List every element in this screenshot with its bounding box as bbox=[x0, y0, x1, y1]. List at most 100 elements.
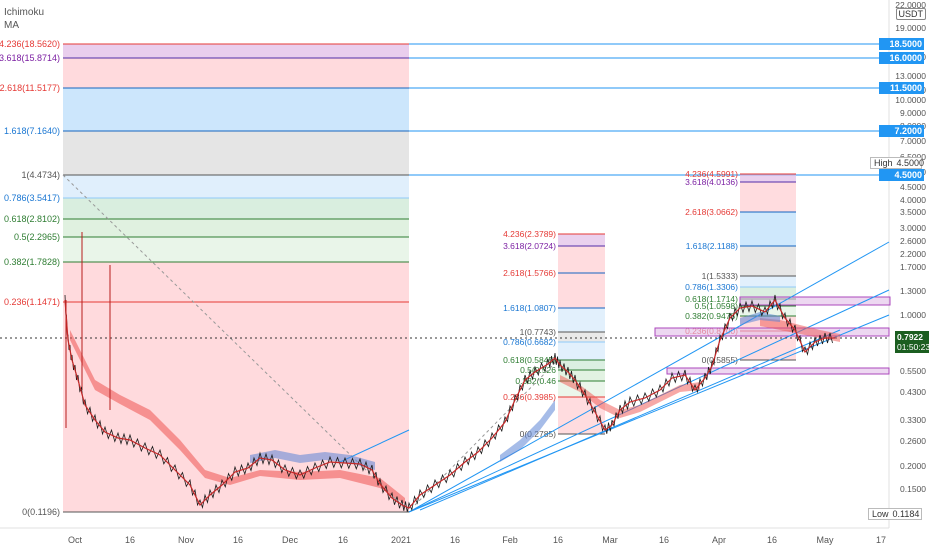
fib-level-label: 1(4.4734) bbox=[21, 170, 60, 180]
fib-level-label: 2.618(3.0662) bbox=[685, 207, 738, 217]
price-axis-label: 0.5500 bbox=[900, 366, 926, 376]
current-price-value: 0.7922 bbox=[897, 332, 923, 342]
time-axis-label: Nov bbox=[178, 535, 195, 545]
price-axis-label: 0.4300 bbox=[900, 387, 926, 397]
fib-level-label: 0(0.1196) bbox=[22, 507, 60, 517]
price-axis-label: 13.0000 bbox=[895, 71, 926, 81]
fib-level-label: 0.786(0.6682) bbox=[503, 337, 556, 347]
candle-countdown: 01:50:23 bbox=[897, 342, 931, 352]
ichimoku-cloud-bearish bbox=[560, 375, 700, 418]
fib-level-label: 4.236(4.5991) bbox=[685, 169, 738, 179]
fib-level-label: 0.236(1.1471) bbox=[4, 297, 60, 307]
time-axis-label: May bbox=[816, 535, 834, 545]
fib-level-label: 0.5(1.0598) bbox=[695, 301, 739, 311]
fib-zone bbox=[63, 88, 409, 131]
fib-zone bbox=[63, 131, 409, 175]
fib-zone bbox=[740, 276, 796, 287]
fib-zone bbox=[558, 234, 605, 246]
price-axis-label: 7.0000 bbox=[900, 136, 926, 146]
fib-level-label: 0(0.2785) bbox=[520, 429, 557, 439]
support-zone bbox=[666, 367, 890, 375]
trendline-support bbox=[419, 329, 841, 511]
fib-zone bbox=[558, 332, 605, 342]
resistance-zone bbox=[739, 296, 891, 306]
time-axis-label: 17 bbox=[876, 535, 886, 545]
fib-level-label: 0.786(1.3306) bbox=[685, 282, 738, 292]
fib-level-label: 0.382(1.7828) bbox=[4, 257, 60, 267]
price-axis-label: 10.0000 bbox=[895, 95, 926, 105]
fib-level-label: 0.618(1.1714) bbox=[685, 294, 738, 304]
fib-level-label: 0.382(0.46 bbox=[515, 376, 556, 386]
time-axis-label: 16 bbox=[125, 535, 135, 545]
fib-zone bbox=[558, 308, 605, 332]
price-level-tag: 18.5000 bbox=[879, 38, 924, 50]
fib-zone bbox=[63, 44, 409, 58]
price-axis-label: 1.3000 bbox=[900, 286, 926, 296]
indicator-legend[interactable]: Ichimoku MA bbox=[4, 6, 44, 32]
fib-zone bbox=[63, 58, 409, 88]
fib-level-label: 0.5(2.2965) bbox=[14, 232, 60, 242]
fib-zone bbox=[558, 360, 605, 370]
price-level-tag: 11.5000 bbox=[879, 82, 924, 94]
fib-zone bbox=[63, 198, 409, 219]
fib-level-label: 1(0.7743) bbox=[520, 327, 557, 337]
time-axis-label: 16 bbox=[233, 535, 243, 545]
fib-level-label: 3.618(2.0724) bbox=[503, 241, 556, 251]
fib-level-label: 0(0.5855) bbox=[702, 355, 739, 365]
price-axis-label: 0.1500 bbox=[900, 484, 926, 494]
price-axis-label: 1.7000 bbox=[900, 262, 926, 272]
ichimoku-legend-item[interactable]: Ichimoku bbox=[4, 7, 45, 18]
fib-level-label: 0.382(0.9478) bbox=[685, 311, 738, 321]
ichimoku-cloud-bullish bbox=[500, 400, 555, 462]
ichimoku-cloud-bullish bbox=[740, 312, 780, 325]
time-axis-label: Mar bbox=[602, 535, 618, 545]
fib-zone bbox=[63, 237, 409, 262]
price-axis-label: 9.0000 bbox=[900, 108, 926, 118]
fib-zone bbox=[740, 174, 796, 182]
time-axis-label: Apr bbox=[712, 535, 726, 545]
fib-zone bbox=[740, 212, 796, 246]
moving-average-line bbox=[64, 298, 835, 509]
fib-level-label: 4.236(2.3789) bbox=[503, 229, 556, 239]
fib-zone bbox=[63, 175, 409, 198]
fib-zone bbox=[63, 262, 409, 302]
price-level-tag: 16.0000 bbox=[879, 52, 924, 64]
fib-level-label: 4.236(18.5620) bbox=[0, 39, 60, 49]
fib-zone bbox=[558, 246, 605, 273]
price-axis-label: 0.2600 bbox=[900, 436, 926, 446]
fib-zone bbox=[558, 370, 605, 381]
time-axis-label: 16 bbox=[659, 535, 669, 545]
fib-level-label: 1.618(7.1640) bbox=[4, 126, 60, 136]
currency-badge[interactable]: USDT bbox=[895, 8, 926, 20]
price-axis-label: 4.5000 bbox=[900, 182, 926, 192]
fib-zone bbox=[740, 287, 796, 299]
price-level-tag: 4.5000 bbox=[879, 169, 924, 181]
guide-dashed-line bbox=[414, 359, 559, 506]
ma-legend-item[interactable]: MA bbox=[4, 20, 19, 31]
high-label: High 4.5000 bbox=[870, 157, 924, 169]
price-axis-label: 2.6000 bbox=[900, 236, 926, 246]
fib-level-label: 0.786(3.5417) bbox=[4, 193, 60, 203]
price-axis-label: 3.5000 bbox=[900, 207, 926, 217]
time-axis-label: 16 bbox=[338, 535, 348, 545]
time-axis-label: 16 bbox=[450, 535, 460, 545]
price-axis-label: 4.0000 bbox=[900, 195, 926, 205]
fib-zone bbox=[558, 342, 605, 360]
fib-level-label: 3.618(4.0136) bbox=[685, 177, 738, 187]
fib-level-label: 3.618(15.8714) bbox=[0, 53, 60, 63]
time-axis-label: 2021 bbox=[391, 535, 411, 545]
channel-upper-line bbox=[408, 241, 890, 513]
time-axis-label: Dec bbox=[282, 535, 299, 545]
low-label: Low 0.1184 bbox=[868, 508, 922, 520]
time-axis-label: Feb bbox=[502, 535, 518, 545]
fib-level-label: 2.618(1.5766) bbox=[503, 268, 556, 278]
fib-level-label: 1.618(1.0807) bbox=[503, 303, 556, 313]
time-axis-label: 16 bbox=[767, 535, 777, 545]
fib-level-label: 0.618(2.8102) bbox=[4, 214, 60, 224]
fib-zone bbox=[63, 219, 409, 237]
price-axis-label: 0.3300 bbox=[900, 415, 926, 425]
fib-zone bbox=[740, 182, 796, 212]
fib-zone bbox=[558, 273, 605, 308]
price-axis-label: 22.0000 bbox=[895, 0, 926, 10]
